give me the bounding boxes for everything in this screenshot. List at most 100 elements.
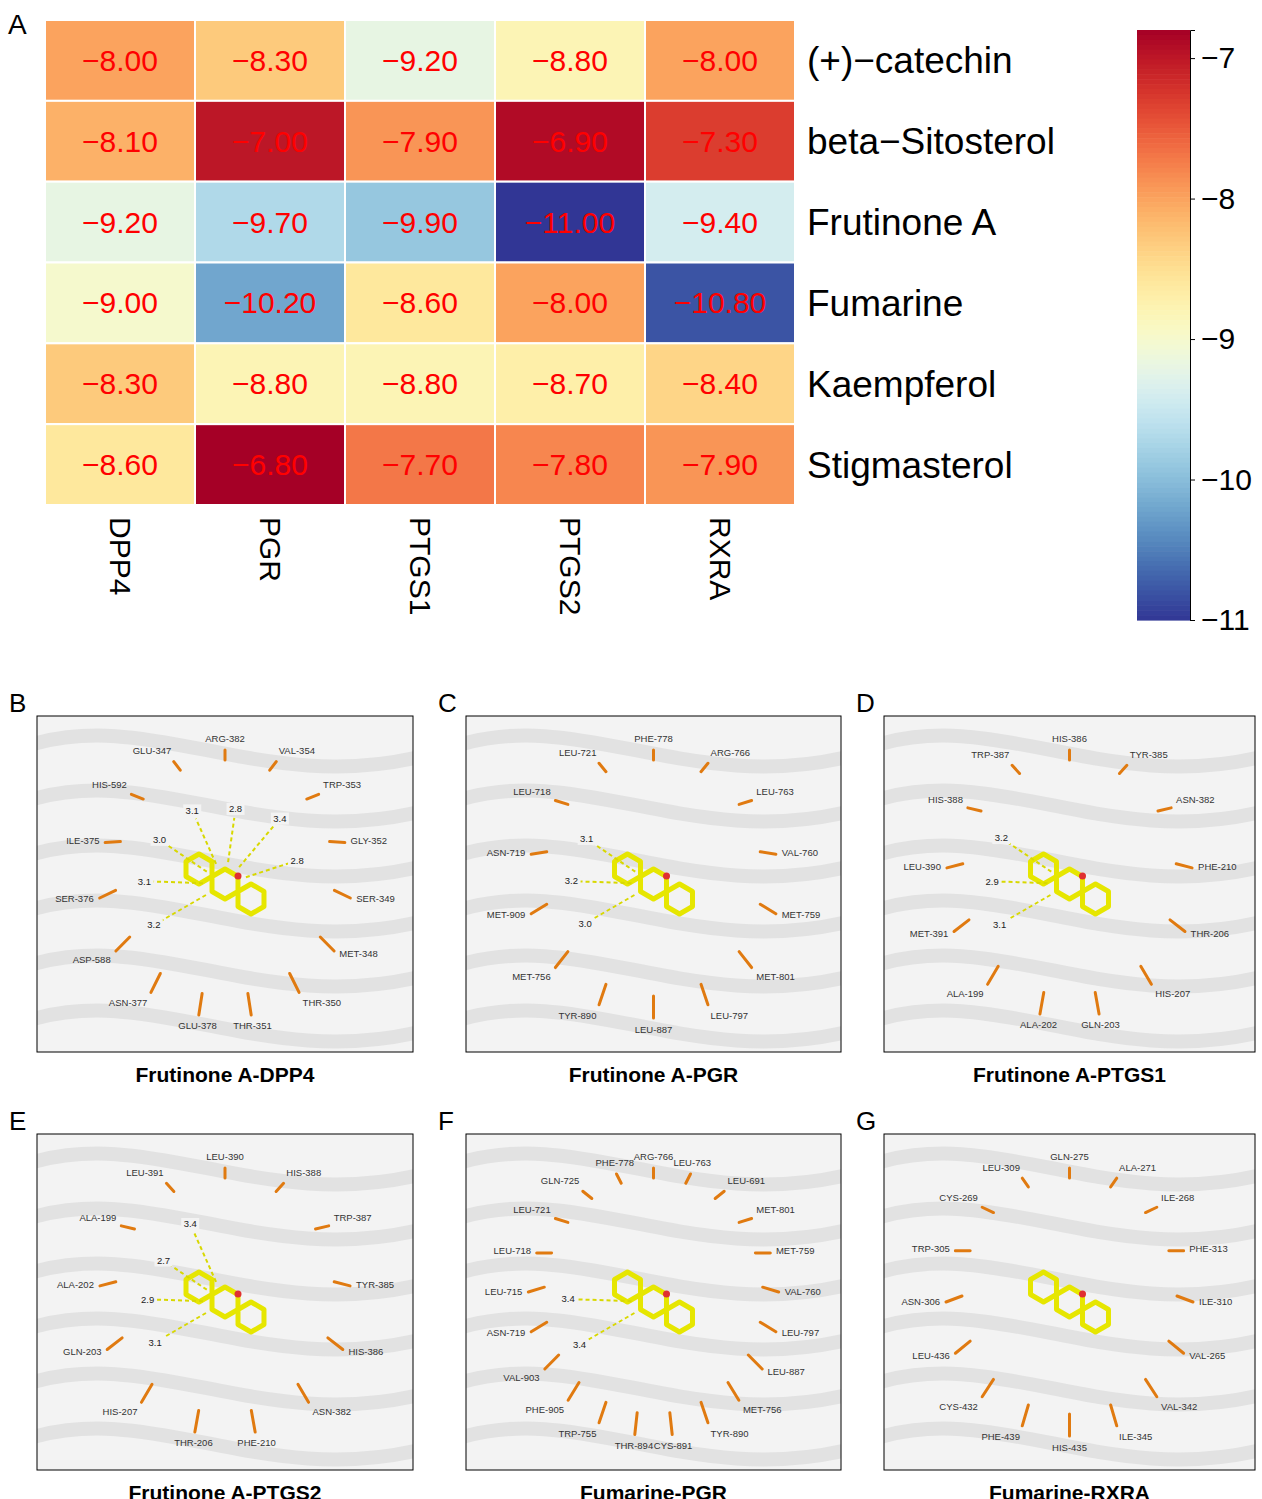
hbond-label-patch [181,1218,199,1230]
residue-label: PHE-210 [237,1437,276,1448]
hbond-label: 3.1 [138,876,151,887]
colorbar-step [1137,241,1190,247]
colorbar-step [1137,374,1190,380]
residue-label: ARG-766 [634,1151,674,1162]
hbond-line [594,844,635,872]
residue-stick [1022,1178,1028,1187]
residue-label: LEU-390 [903,861,941,872]
row-label: Stigmasterol [807,445,1013,486]
column-label: PGR [254,517,287,582]
colorbar-step [1137,566,1190,572]
residue-stick [531,852,547,854]
hbond-line [593,895,635,919]
residue-label: ALA-202 [1020,1019,1057,1030]
residue-label: MET-801 [756,1204,795,1215]
residue-label: MET-759 [776,1245,815,1256]
panel-title: Frutinone A-PGR [569,1063,739,1086]
residue-label: LEU-309 [982,1162,1020,1173]
colorbar-tick-mark [1190,339,1195,340]
residue-stick [1169,1341,1184,1353]
colorbar-step [1137,222,1190,228]
residue-stick [224,750,227,760]
ligand-ring [641,1287,667,1317]
residue-stick [290,973,299,992]
cell-label: −7.00 [232,125,308,158]
cell-label: −10.20 [224,286,317,319]
docking-panel: ARG-382VAL-354TRP-353GLY-352SER-349MET-3… [9,688,423,1086]
hbond-line [246,863,289,877]
colorbar-step [1137,178,1190,184]
colorbar-step [1137,610,1190,616]
cell-label: −9.00 [82,286,158,319]
hbond-label-patch [562,875,580,887]
hbond-line [580,881,631,883]
residue-stick [728,1383,739,1401]
residue-stick [1095,993,1099,1015]
hbond-label: 3.4 [573,1339,586,1350]
colorbar-step [1137,123,1190,129]
residue-label: TRP-387 [334,1212,372,1223]
ligand-ring [212,1287,238,1317]
residue-label: GLU-378 [178,1020,217,1031]
residue-stick [531,1322,547,1332]
residue-stick [739,952,752,968]
residue-stick [968,808,981,811]
residue-label: VAL-760 [782,847,818,858]
residue-stick [1169,1249,1184,1252]
residue-stick [320,937,334,951]
residue-stick [195,1411,199,1433]
colorbar-step [1137,414,1190,420]
heatmap-cell [345,101,495,182]
residue-label: LEU-763 [756,786,794,797]
colorbar-step [1137,443,1190,449]
residue-label: TRP-353 [323,779,361,790]
heatmap-cell [645,182,795,263]
panel-letter: G [856,1106,876,1136]
residue-stick [955,1341,970,1353]
cell-label: −9.70 [232,206,308,239]
colorbar-step [1137,477,1190,483]
heatmap-cell [45,182,195,263]
colorbar-step [1137,286,1190,292]
residue-stick [199,993,202,1015]
residue-stick [334,890,350,898]
residue-stick [1146,1207,1157,1212]
residue-label: LEU-887 [767,1366,805,1377]
cell-label: −8.40 [682,367,758,400]
residue-label: PHE-439 [981,1431,1020,1442]
ligand-ring [238,1302,264,1332]
hbond-label: 2.8 [229,803,242,814]
cell-label: −9.40 [682,206,758,239]
residue-label: ASN-306 [901,1296,940,1307]
residue-label: TRP-387 [971,749,1009,760]
protein-ribbon [37,900,413,931]
protein-ribbon [37,1208,413,1239]
panel-frame [466,1134,841,1470]
hbond-label: 3.2 [565,875,578,886]
heatmap-cell [645,263,795,344]
colorbar-step [1137,591,1190,597]
residue-label: PHE-778 [595,1157,634,1168]
residue-stick [955,1249,970,1252]
residue-label: THR-206 [174,1437,213,1448]
cell-label: −8.00 [82,44,158,77]
colorbar-tick-mark [1190,620,1195,621]
colorbar-step [1137,394,1190,400]
colorbar-step [1137,418,1190,424]
hbond-label: 3.1 [580,833,593,844]
residue-label: GLN-203 [63,1346,102,1357]
hbond-label: 3.1 [186,805,199,816]
ligand-oxygen [663,1291,670,1298]
hbond-line [228,818,234,862]
residue-label: LEU-797 [711,1010,749,1021]
ligand-ring [1057,1287,1083,1317]
colorbar-step [1137,69,1190,75]
colorbar-tick: −11 [1190,603,1250,636]
residue-stick [652,1168,655,1178]
colorbar-step [1137,527,1190,533]
hbond-line [153,882,203,884]
colorbar-step [1137,532,1190,538]
ligand-ring [212,869,238,899]
residue-stick [982,1379,993,1396]
hbond-label-patch [578,833,596,845]
